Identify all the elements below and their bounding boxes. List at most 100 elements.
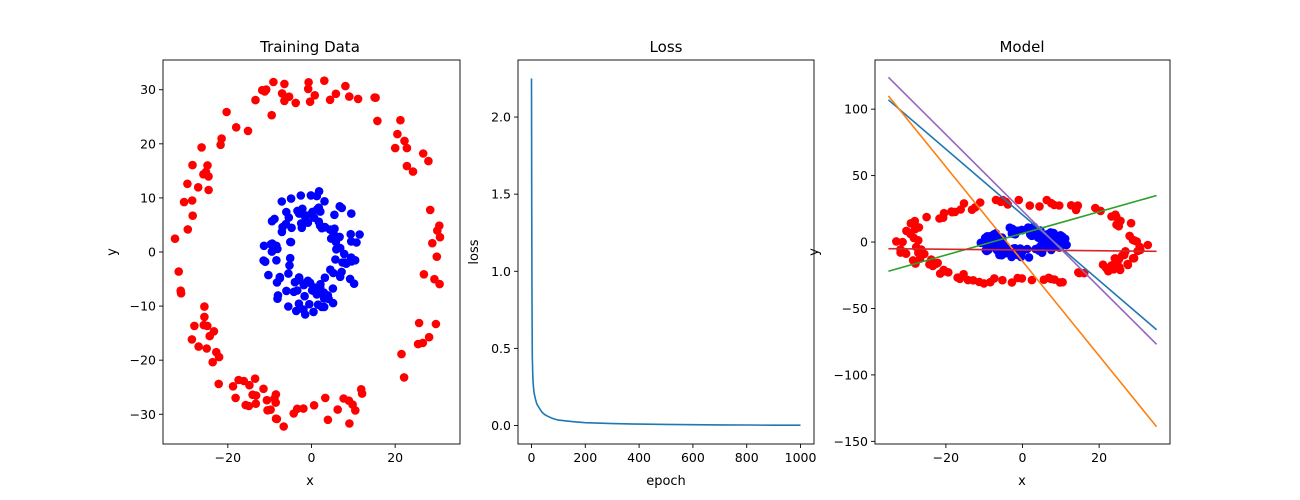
y-tick-label: −10 [130, 299, 156, 314]
x-axis-label: x [306, 474, 314, 489]
x-axis-label: epoch [646, 474, 686, 489]
inner-ring-point [331, 255, 340, 264]
y-tick-label: 1.5 [491, 187, 511, 202]
outer-ring-point [194, 342, 203, 351]
outer-ring-point [959, 269, 968, 279]
outer-ring-point [1047, 198, 1056, 208]
training-data-panel: Training Data x y −20 0 20 −30 −20 −10 0 10 20 30 [105, 38, 461, 489]
inner-ring-point [273, 244, 282, 254]
outer-ring-point [272, 414, 282, 424]
chart-title: Training Data [259, 38, 360, 56]
inner-ring-point [1024, 253, 1034, 262]
outer-ring-point [435, 279, 444, 289]
inner-ring-point [277, 227, 287, 237]
outer-ring-point [231, 123, 241, 132]
outer-ring-point [402, 161, 412, 171]
inner-ring-point [296, 191, 306, 200]
inner-ring-point [284, 302, 293, 311]
inner-ring-point [281, 219, 291, 229]
inner-ring-point [341, 259, 351, 269]
outer-ring-point [402, 143, 412, 153]
outer-ring-point [187, 335, 197, 344]
outer-ring-point [414, 318, 424, 328]
outer-ring-point [1035, 202, 1044, 211]
outer-ring-point [279, 422, 289, 431]
inner-ring-point [316, 207, 325, 216]
inner-ring-point [320, 197, 329, 206]
inner-ring-point [282, 286, 291, 296]
outer-ring-point [1025, 201, 1035, 210]
outer-ring-point [1017, 274, 1027, 283]
outer-ring-point [204, 185, 213, 195]
axes-frame [162, 59, 461, 445]
inner-ring-point [273, 294, 282, 304]
model-panel: Model x y −20 0 20 −150 −100 −50 0 50 100 [807, 38, 1171, 489]
inner-ring-point [285, 253, 295, 263]
outer-ring-point [400, 136, 409, 146]
inner-ring-point [347, 209, 356, 218]
outer-ring-point [357, 389, 367, 398]
y-tick-label: 0.5 [491, 341, 511, 356]
inner-ring-point [317, 302, 327, 312]
outer-ring-point [399, 373, 409, 382]
outer-ring-point [325, 95, 335, 105]
inner-ring-point [312, 191, 322, 201]
outer-ring-point [259, 384, 268, 394]
outer-ring-point [269, 77, 278, 87]
outer-ring-point [202, 344, 211, 353]
outer-ring-point [193, 183, 203, 192]
inner-ring-point [272, 278, 282, 287]
outer-ring-point [390, 143, 400, 153]
y-tick-label: 10 [140, 190, 156, 205]
decision-line-5 [887, 76, 1158, 345]
inner-ring-point [1022, 244, 1032, 254]
outer-ring-point [393, 129, 402, 139]
outer-ring-point [304, 78, 313, 87]
inner-ring-point [1055, 231, 1064, 241]
inner-ring-point [1043, 230, 1052, 239]
outer-ring-point [419, 270, 429, 279]
outer-ring-point [922, 212, 931, 222]
inner-ring-point [335, 202, 345, 211]
inner-ring-point [285, 261, 294, 270]
inner-ring-point [302, 211, 311, 220]
outer-ring-point [333, 405, 343, 414]
outer-ring-point [1126, 218, 1136, 228]
outer-ring-point [425, 205, 435, 215]
outer-ring-point [1112, 220, 1121, 229]
inner-ring-point [286, 237, 296, 247]
inner-ring-point [270, 214, 279, 224]
x-tick-label: 200 [573, 450, 597, 465]
y-tick-label: 0 [860, 235, 868, 250]
outer-ring-point [241, 400, 250, 410]
outer-ring-point [1007, 278, 1017, 287]
outer-ring-point [428, 238, 437, 248]
x-tick-label: 600 [681, 450, 705, 465]
outer-ring-point [909, 233, 919, 243]
inner-ring-point [298, 204, 307, 214]
outer-ring-point [176, 289, 186, 298]
inner-ring-point [300, 291, 309, 301]
inner-ring-point [330, 210, 339, 220]
outer-ring-point [251, 391, 261, 400]
outer-ring-point [309, 401, 319, 410]
outer-ring-point [1098, 260, 1108, 270]
outer-ring-point [303, 84, 313, 94]
inner-ring-point [316, 279, 325, 289]
inner-ring-point [294, 273, 304, 282]
x-tick-label: 0 [308, 450, 316, 465]
inner-ring-point [264, 270, 273, 280]
outer-ring-point [183, 225, 193, 234]
outer-ring-point [199, 320, 209, 330]
outer-ring-point [1104, 266, 1113, 276]
y-tick-label: 0 [148, 245, 156, 260]
outer-ring-point [1120, 250, 1129, 260]
plot-area [170, 76, 445, 431]
outer-ring-point [277, 89, 287, 98]
outer-ring-point [222, 107, 231, 117]
x-tick-label: 0 [527, 450, 535, 465]
outer-ring-point [397, 349, 406, 359]
chart-title: Model [999, 38, 1044, 56]
inner-ring-point [335, 243, 345, 253]
inner-ring-point [259, 241, 269, 251]
